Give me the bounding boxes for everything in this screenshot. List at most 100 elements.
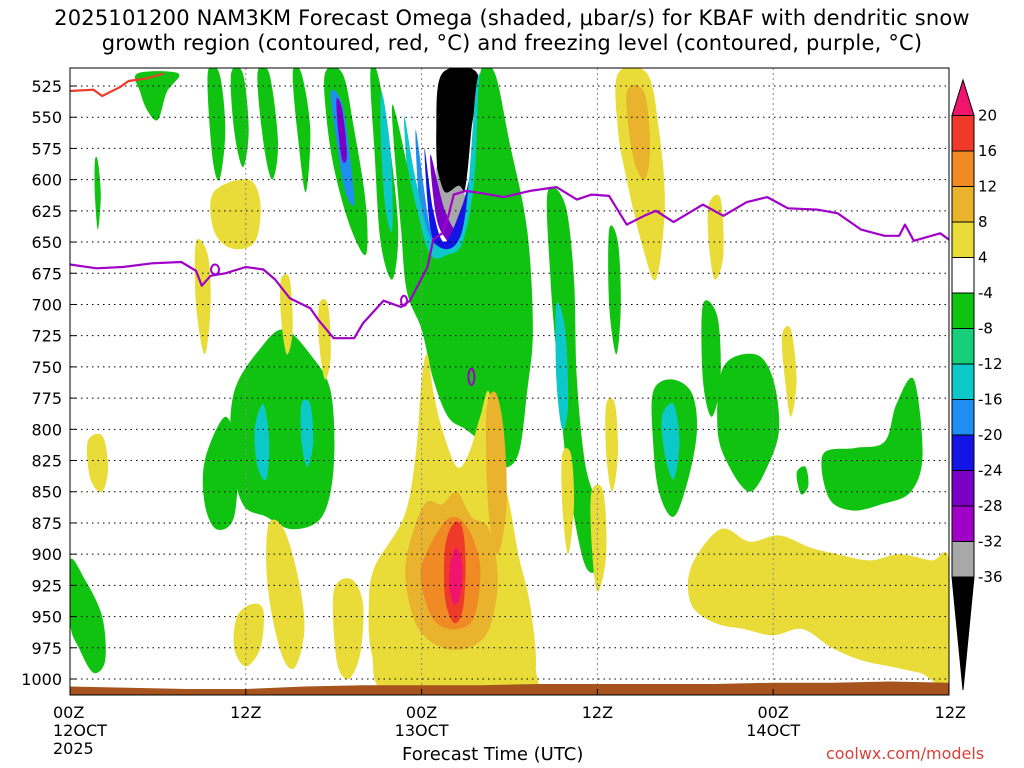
y-tick-label-525: 525 xyxy=(31,77,62,96)
omega-region-green-right-mid xyxy=(546,186,602,573)
ground-surface xyxy=(70,681,949,695)
chart-title-line-1: 2025101200 NAM3KM Forecast Omega (shaded… xyxy=(54,6,970,30)
omega-region-yellow-left-col xyxy=(266,519,305,670)
omega-region-green-top-left xyxy=(134,71,180,121)
colorbar-bottom-arrow xyxy=(951,576,975,691)
colorbar-top-arrow xyxy=(951,78,975,116)
freezing-level-ring-2 xyxy=(400,294,409,307)
omega-region-yellow-thin-d xyxy=(318,298,331,380)
ground-layer xyxy=(70,681,949,695)
y-tick-label-875: 875 xyxy=(31,514,62,533)
x-tick-label-12: 12Z xyxy=(230,703,261,722)
omega-region-green-mid-2 xyxy=(202,416,238,530)
y-tick-label-925: 925 xyxy=(31,576,62,595)
omega-region-cyan-right-3 xyxy=(661,403,680,480)
omega-region-green-mid-left xyxy=(230,329,335,530)
freezing-level-ring-1 xyxy=(210,263,221,276)
dendritic-growth-contour xyxy=(70,72,165,98)
colorbar-swatch-6 xyxy=(951,292,975,329)
colorbar-swatch-10 xyxy=(951,434,975,471)
colorbar-label-9: -20 xyxy=(978,426,1003,444)
omega-region-green-left-low xyxy=(70,558,106,674)
omega-region-yellow-thin-b xyxy=(605,398,618,492)
colorbar-label-7: -12 xyxy=(978,355,1003,373)
x-date-label-24: 13OCT xyxy=(395,721,449,740)
omega-region-cyan-mid-left xyxy=(254,404,270,481)
y-axis: 525 550 575 600 625 650 675 700 725 750 775 800 825 8… xyxy=(21,77,76,689)
omega-region-yellow-left-4 xyxy=(86,433,109,493)
omega-region-yellow-thin-c xyxy=(590,484,607,592)
freezing-level-contour xyxy=(70,186,949,340)
colorbar-label-6: -8 xyxy=(978,320,993,338)
omega-region-green-right-5 xyxy=(701,300,721,417)
colorbar-label-0: 20 xyxy=(978,107,997,125)
omega-region-yellow-left-2 xyxy=(233,603,264,667)
x-date-label-0: 12OCT xyxy=(53,721,107,740)
omega-region-yellow-upper-left xyxy=(210,179,261,250)
y-tick-label-975: 975 xyxy=(31,639,62,658)
omega-region-green-thin-1 xyxy=(94,156,101,230)
x-tick-label-24: 00Z xyxy=(406,703,437,722)
y-tick-label-825: 825 xyxy=(31,452,62,471)
omega-region-green-right-4 xyxy=(717,353,780,492)
y-tick-label-675: 675 xyxy=(31,264,62,283)
y-tick-label-625: 625 xyxy=(31,202,62,221)
colorbar-label-11: -28 xyxy=(978,497,1003,515)
colorbar-swatch-11 xyxy=(951,470,975,507)
colorbar-swatch-8 xyxy=(951,363,975,400)
y-tick-label-900: 900 xyxy=(31,545,62,564)
y-tick-label-550: 550 xyxy=(31,108,62,127)
omega-region-green-col-g xyxy=(292,68,311,193)
x-axis-title: Forecast Time (UTC) xyxy=(402,744,584,765)
omega-region-upward-core-black xyxy=(436,68,479,219)
colorbar-label-2: 12 xyxy=(978,178,997,196)
omega-shaded-layer xyxy=(70,68,949,695)
omega-region-upward-core-gray xyxy=(436,166,466,230)
omega-region-green-a xyxy=(391,68,533,468)
x-tick-label-36: 12Z xyxy=(582,703,613,722)
omega-region-magenta-center xyxy=(449,547,463,605)
colorbar-swatch-1 xyxy=(951,115,975,152)
y-tick-label-600: 600 xyxy=(31,171,62,190)
freezing-level-ring-3 xyxy=(467,367,476,386)
x-tick-label-60: 12Z xyxy=(935,703,966,722)
y-tick-label-750: 750 xyxy=(31,358,62,377)
colorbar-swatch-7 xyxy=(951,328,975,365)
omega-region-green-right-2 xyxy=(608,225,621,355)
y-tick-label-775: 775 xyxy=(31,389,62,408)
plot-frame xyxy=(69,67,950,696)
colorbar-label-4: 4 xyxy=(978,249,988,267)
x-date-label-48: 14OCT xyxy=(746,721,800,740)
colorbar-label-8: -16 xyxy=(978,391,1003,409)
y-tick-label-950: 950 xyxy=(31,608,62,627)
omega-region-cyan-col-b xyxy=(380,91,393,232)
omega-region-orange-center-c xyxy=(485,391,507,555)
colorbar: 20 16 12 8 4 -4 -8 -12 -16 -20 -24 -28 -32 -36 xyxy=(951,78,1003,691)
colorbar-swatch-13 xyxy=(951,541,975,578)
omega-region-yellow-thin-e xyxy=(280,274,293,355)
omega-region-cyan-mid-left-2 xyxy=(300,399,314,467)
colorbar-swatch-5 xyxy=(951,257,975,294)
colorbar-label-10: -24 xyxy=(978,462,1003,480)
colorbar-label-5: -4 xyxy=(978,284,993,302)
y-tick-label-650: 650 xyxy=(31,233,62,252)
y-tick-label-800: 800 xyxy=(31,420,62,439)
y-tick-label-725: 725 xyxy=(31,327,62,346)
omega-region-yellow-far-right-low xyxy=(687,528,949,687)
y-tick-label-1000: 1000 xyxy=(21,670,62,689)
omega-region-green-col-d xyxy=(207,68,226,181)
gridlines xyxy=(70,68,949,695)
colorbar-label-1: 16 xyxy=(978,142,997,160)
colorbar-swatch-2 xyxy=(951,150,975,187)
omega-region-green-col-e xyxy=(230,68,249,168)
omega-region-yellow-thin-a xyxy=(561,448,575,555)
colorbar-label-3: 8 xyxy=(978,213,988,231)
omega-region-green-col-f xyxy=(257,68,279,180)
omega-region-orange-top-right xyxy=(626,84,651,180)
colorbar-swatch-9 xyxy=(951,399,975,436)
chart-title-line-2: growth region (contoured, red, °C) and f… xyxy=(101,31,923,55)
omega-region-yellow-mid-right xyxy=(781,325,797,417)
contour-layer xyxy=(70,72,949,386)
colorbar-swatch-3 xyxy=(951,186,975,223)
